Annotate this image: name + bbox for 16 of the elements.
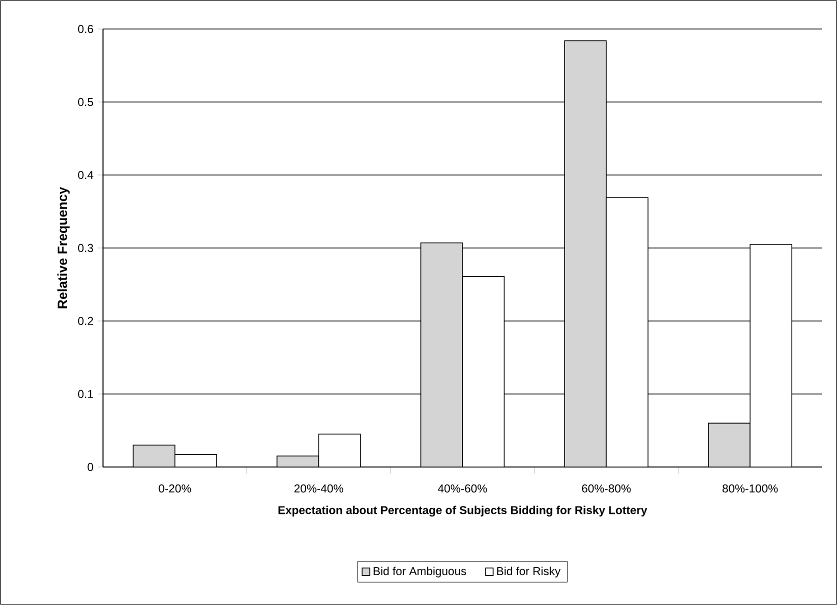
x-tick-label: 40%-60% bbox=[438, 484, 487, 493]
y-tick-label: 0.6 bbox=[78, 24, 94, 34]
y-tick-label: 0.3 bbox=[78, 244, 94, 252]
y-tick-label: 0.5 bbox=[78, 98, 94, 106]
y-tick-label: 0.1 bbox=[78, 390, 94, 398]
x-tick-label: 0-20% bbox=[158, 484, 192, 493]
y-tick-label: 0.4 bbox=[78, 170, 94, 180]
y-tick-label: 0.2 bbox=[78, 316, 93, 326]
y-tick-label: 0 bbox=[88, 462, 94, 472]
legend-label: Bid for Ambiguous bbox=[374, 566, 466, 578]
legend-label: Bid for Risky bbox=[497, 566, 561, 578]
x-tick-label: 80%-100% bbox=[722, 484, 778, 493]
x-axis-title: Expectation about Percentage of Subjects Bidding for Risky Lottery bbox=[278, 506, 648, 517]
x-tick-label: 60%-80% bbox=[582, 484, 631, 493]
y-axis-title: Relative Frequency bbox=[57, 186, 70, 308]
x-tick-label: 20%-40% bbox=[294, 484, 344, 493]
